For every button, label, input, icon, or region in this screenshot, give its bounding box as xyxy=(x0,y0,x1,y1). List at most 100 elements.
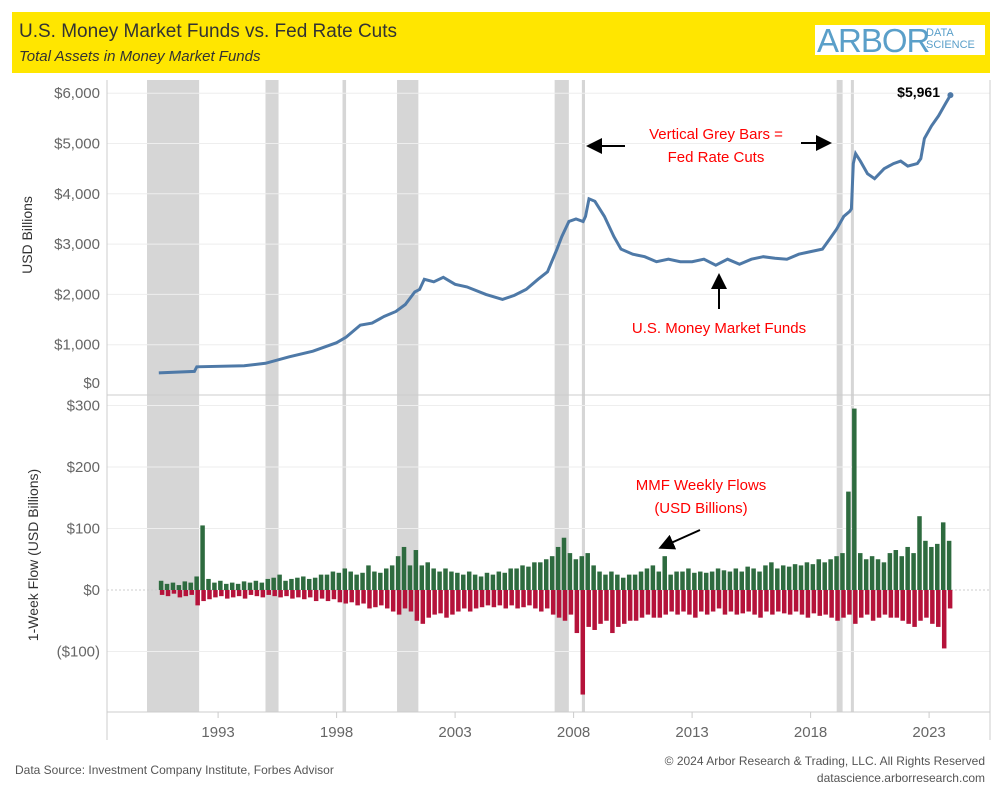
rate-cut-bar xyxy=(147,80,200,712)
inflow-bar xyxy=(567,553,573,590)
inflow-bar xyxy=(271,577,276,590)
outflow-bar xyxy=(918,590,923,621)
outflow-bar xyxy=(716,590,722,609)
outflow-bar xyxy=(562,590,568,621)
inflow-bar xyxy=(775,568,780,590)
outflow-bar xyxy=(728,590,734,612)
outflow-bar xyxy=(722,590,728,615)
y-tick-label-assets: $4,000 xyxy=(54,186,100,203)
inflow-bar xyxy=(549,556,555,590)
inflow-bar xyxy=(490,574,496,590)
inflow-bar xyxy=(265,578,270,590)
inflow-bar xyxy=(656,571,662,590)
outflow-bar xyxy=(201,590,206,602)
outflow-bar xyxy=(604,590,609,621)
inflow-bar xyxy=(437,571,442,590)
outflow-bar xyxy=(307,590,313,598)
outflow-bar xyxy=(408,590,414,612)
outflow-bar xyxy=(580,590,586,695)
outflow-bar xyxy=(444,590,449,618)
outflow-bar xyxy=(752,590,757,615)
inflow-bar xyxy=(253,580,259,590)
inflow-bar xyxy=(301,576,306,590)
outflow-bar xyxy=(284,590,289,597)
outflow-bar xyxy=(183,590,189,597)
inflow-bar xyxy=(318,574,324,590)
x-tick-label: 2023 xyxy=(912,724,945,741)
inflow-bar xyxy=(182,581,188,590)
rate-cut-bar xyxy=(342,80,347,712)
inflow-bar xyxy=(935,543,940,590)
outflow-bar xyxy=(278,590,283,598)
outflow-bar xyxy=(456,590,461,612)
outflow-bar xyxy=(497,590,503,606)
y-tick-label-assets: $0 xyxy=(83,375,100,392)
inflow-bar xyxy=(164,583,170,590)
inflow-bar xyxy=(372,571,377,590)
inflow-bar xyxy=(188,582,193,590)
x-tick-label: 2018 xyxy=(794,724,827,741)
inflow-bar xyxy=(715,568,721,590)
inflow-bar xyxy=(502,572,507,590)
y-tick-label-flows: $100 xyxy=(67,521,100,538)
outflow-bar xyxy=(847,590,852,615)
outflow-bar xyxy=(337,590,343,603)
outflow-bar xyxy=(361,590,366,604)
inflow-bar xyxy=(816,559,822,590)
inflow-bar xyxy=(733,568,739,590)
x-tick-label: 1998 xyxy=(320,724,353,741)
outflow-bar xyxy=(746,590,751,612)
inflow-bar xyxy=(218,580,223,590)
outflow-bar xyxy=(195,590,200,606)
outflow-bar xyxy=(379,590,384,606)
outflow-bar xyxy=(805,590,811,618)
outflow-bar xyxy=(302,590,307,600)
arbor-logo: ARBOR DATA SCIENCE xyxy=(815,22,985,59)
inflow-bar xyxy=(698,571,703,590)
inflow-bar xyxy=(869,556,875,590)
inflow-bar xyxy=(940,522,946,590)
outflow-bar xyxy=(385,590,390,609)
inflow-bar xyxy=(603,574,608,590)
outflow-bar xyxy=(900,590,905,621)
outflow-bar xyxy=(787,590,793,615)
outflow-bar xyxy=(645,590,651,615)
inflow-bar xyxy=(905,546,910,590)
outflow-bar xyxy=(616,590,621,627)
outflow-bar xyxy=(550,590,556,615)
inflow-bar xyxy=(555,546,561,590)
outflow-bar xyxy=(325,590,331,602)
x-tick-label: 2013 xyxy=(675,724,708,741)
outflow-bar xyxy=(930,590,935,624)
outflow-bar xyxy=(225,590,230,599)
outflow-bar xyxy=(213,590,218,598)
arrow-flows xyxy=(658,529,701,550)
inflow-bar xyxy=(822,562,827,590)
inflow-bar xyxy=(443,568,448,590)
inflow-bar xyxy=(472,574,478,590)
outflow-bar xyxy=(373,590,378,608)
outflow-bar xyxy=(296,590,301,598)
outflow-bar xyxy=(687,590,692,615)
outflow-bar xyxy=(473,590,479,609)
inflow-bar xyxy=(508,568,513,590)
inflow-bar xyxy=(330,571,336,590)
inflow-bar xyxy=(306,578,312,590)
inflow-bar xyxy=(229,582,235,590)
outflow-bar xyxy=(432,590,437,615)
inflow-bar xyxy=(650,565,656,590)
inflow-bar xyxy=(431,568,436,590)
y-axis-title-flows: 1-Week Flow (USD Billions) xyxy=(25,469,41,641)
outflow-bar xyxy=(290,590,295,599)
inflow-bar xyxy=(929,546,934,590)
outflow-bar xyxy=(799,590,805,615)
data-source: Data Source: Investment Company Institut… xyxy=(15,763,334,777)
outflow-bar xyxy=(859,590,864,618)
inflow-bar xyxy=(277,574,282,590)
inflow-bar xyxy=(686,568,691,590)
inflow-bar xyxy=(520,565,525,590)
inflow-bar xyxy=(852,408,857,590)
outflow-bar xyxy=(710,590,716,612)
inflow-bar xyxy=(484,572,490,590)
inflow-bar xyxy=(466,571,472,590)
